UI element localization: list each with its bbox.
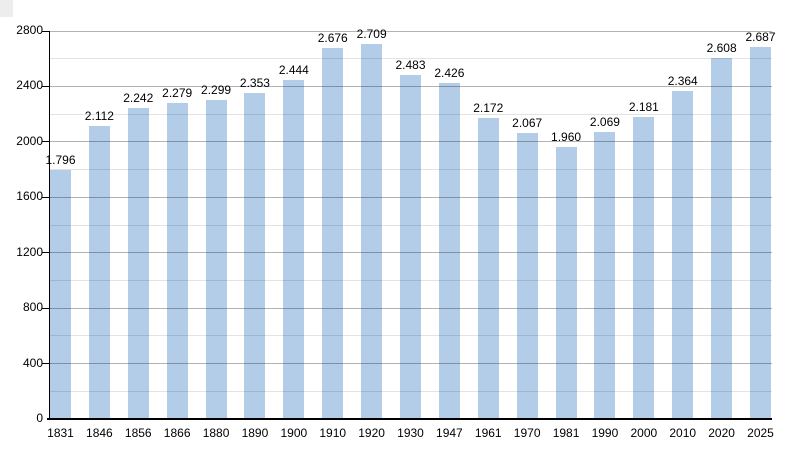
bar-value-label: 2.687 (745, 29, 776, 44)
bar-value-label: 2.299 (201, 83, 232, 98)
y-tick-label: 2400 (16, 78, 43, 93)
bar (516, 132, 538, 419)
x-tick-label: 1846 (86, 426, 113, 440)
x-tick-label: 2025 (747, 426, 774, 440)
gridline-major (49, 363, 772, 365)
gridline-minor (49, 113, 772, 115)
x-tick-label: 1930 (397, 426, 424, 440)
gridline-major (49, 252, 772, 254)
bar-value-label: 2.709 (356, 26, 387, 41)
x-tick-label: 1947 (436, 426, 463, 440)
x-tick-label: 1981 (552, 426, 580, 440)
x-tick-label: 2010 (669, 426, 697, 440)
population-bar-chart: 0 400 800 1200 1600 2000 2400 2800 1.796 1831 2.11… (16, 23, 776, 440)
bar (127, 108, 149, 419)
bar (438, 82, 460, 419)
bar-value-label: 2.353 (239, 75, 270, 90)
bar-value-label: 2.067 (512, 115, 543, 130)
y-axis-tick (42, 196, 49, 198)
bar-value-label: 2.676 (317, 31, 348, 46)
x-tick-label: 1880 (202, 426, 230, 440)
screen-corner-artifact (0, 0, 13, 17)
gridline-minor (49, 224, 772, 226)
bar-value-label: 2.426 (434, 65, 465, 80)
bar (50, 170, 71, 419)
gridline-major (49, 196, 772, 198)
bar-value-label: 1.796 (45, 153, 76, 168)
y-tick-label: 2000 (16, 133, 43, 148)
gridline-major (49, 30, 772, 32)
y-axis-tick (42, 30, 49, 32)
bar-value-label: 2.112 (84, 109, 114, 124)
y-axis-tick (42, 307, 49, 309)
bar (477, 118, 499, 419)
bar-value-label: 2.444 (278, 63, 309, 78)
y-axis-line (49, 31, 50, 419)
x-tick-label: 1920 (358, 426, 385, 440)
bar (555, 147, 577, 419)
bar-value-label: 2.364 (667, 74, 698, 89)
bar (361, 43, 383, 419)
x-axis-line (47, 418, 772, 420)
y-tick-label: 2800 (16, 23, 43, 37)
gridline-minor (49, 390, 772, 392)
gridline-minor (49, 58, 772, 60)
x-tick-label: 1831 (47, 426, 74, 440)
x-tick-label: 1970 (513, 426, 541, 440)
y-tick-label: 1200 (16, 244, 43, 259)
gridline-major (49, 307, 772, 309)
gridline-minor (49, 335, 772, 337)
x-tick-label: 1910 (319, 426, 347, 440)
x-tick-label: 1990 (591, 426, 619, 440)
bar (283, 80, 305, 419)
bar-value-label: 2.069 (589, 115, 620, 130)
gridline-minor (49, 279, 772, 281)
x-tick-label: 1890 (241, 426, 269, 440)
bar-value-label: 2.242 (123, 91, 154, 106)
bar (205, 100, 227, 419)
bar (711, 57, 733, 419)
gridline-minor (49, 169, 772, 171)
bar (633, 116, 655, 419)
y-tick-label: 800 (22, 300, 43, 315)
y-axis-tick (42, 141, 49, 143)
bar-value-label: 1.960 (551, 130, 582, 145)
bar-value-label: 2.279 (162, 86, 193, 101)
bar (322, 48, 344, 419)
x-tick-label: 1866 (163, 426, 191, 440)
bar (244, 92, 266, 419)
bar (750, 46, 771, 419)
x-tick-label: 1961 (474, 426, 502, 440)
bar-value-label: 2.181 (628, 99, 659, 114)
x-tick-label: 2000 (630, 426, 658, 440)
bar-value-label: 2.483 (395, 57, 426, 72)
x-tick-label: 1900 (280, 426, 308, 440)
bar-value-label: 2.608 (706, 40, 737, 55)
bar (88, 126, 110, 419)
bar (400, 74, 421, 419)
gridline-major (49, 85, 772, 87)
bar (672, 91, 694, 419)
y-axis-tick (42, 252, 49, 254)
x-tick-label: 1856 (124, 426, 152, 440)
y-tick-label: 1600 (16, 189, 43, 204)
x-tick-label: 2020 (708, 426, 735, 440)
bar (166, 103, 188, 419)
bar-value-label: 2.172 (473, 101, 504, 116)
y-axis-tick (42, 85, 49, 87)
y-tick-label: 400 (22, 355, 43, 370)
y-axis-tick (42, 363, 49, 365)
y-tick-label: 0 (36, 411, 43, 425)
gridline-major (49, 141, 772, 143)
bar (594, 132, 616, 419)
